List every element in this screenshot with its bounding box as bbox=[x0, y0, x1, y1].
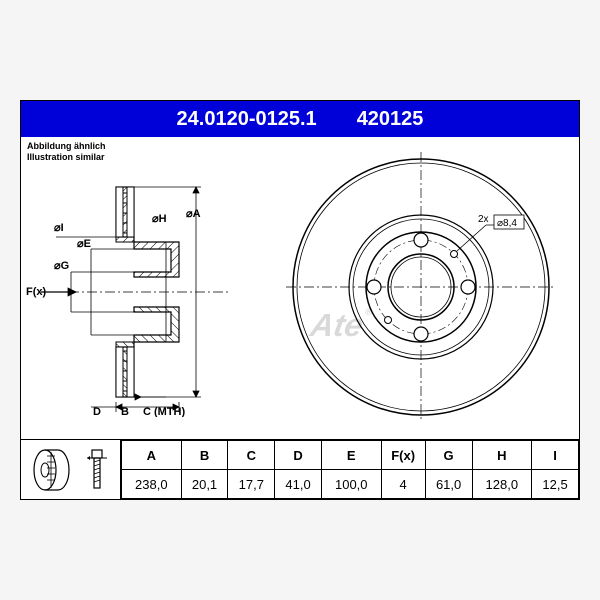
spec-header-row: ABCDEF(x)GHI bbox=[122, 441, 579, 470]
spec-value-row: 238,020,117,741,0100,0461,0128,012,5 bbox=[122, 470, 579, 499]
label-D: D bbox=[93, 406, 101, 417]
svg-text:⌀8,4: ⌀8,4 bbox=[497, 218, 517, 229]
centerlines bbox=[286, 152, 556, 422]
label-B: B bbox=[121, 406, 129, 417]
label-A: ⌀A bbox=[186, 208, 201, 220]
bolt-icon bbox=[83, 446, 111, 494]
side-section-view: ⌀I ⌀G ⌀E ⌀H ⌀A F(x) D B C (MTH) bbox=[21, 157, 241, 417]
label-E: ⌀E bbox=[77, 238, 91, 250]
label-I: ⌀I bbox=[54, 222, 64, 234]
spec-value-cell: 41,0 bbox=[275, 470, 322, 499]
spec-header-cell: B bbox=[181, 441, 228, 470]
section-lower bbox=[116, 307, 179, 397]
spec-value-cell: 4 bbox=[381, 470, 425, 499]
section-upper bbox=[116, 187, 179, 277]
spec-value-cell: 100,0 bbox=[321, 470, 381, 499]
technical-drawing-sheet: 24.0120-0125.1 420125 Abbildung ähnlich … bbox=[20, 100, 580, 500]
spec-row: ABCDEF(x)GHI 238,020,117,741,0100,0461,0… bbox=[21, 439, 579, 499]
label-C: C (MTH) bbox=[143, 406, 185, 417]
front-face-view: 2x ⌀8,4 bbox=[281, 147, 561, 427]
header-bar: 24.0120-0125.1 420125 bbox=[21, 101, 579, 137]
spec-value-cell: 238,0 bbox=[122, 470, 182, 499]
pin-dia-label: ⌀8,4 bbox=[494, 215, 524, 229]
spec-header-cell: F(x) bbox=[381, 441, 425, 470]
spec-value-cell: 128,0 bbox=[472, 470, 532, 499]
spec-value-cell: 12,5 bbox=[532, 470, 579, 499]
label-H: ⌀H bbox=[152, 213, 167, 225]
spec-table: ABCDEF(x)GHI 238,020,117,741,0100,0461,0… bbox=[121, 440, 579, 499]
front-view-svg: 2x ⌀8,4 bbox=[281, 147, 561, 427]
spec-header-cell: A bbox=[122, 441, 182, 470]
vented-disc-icon bbox=[30, 446, 72, 494]
watermark-logo: Ate® bbox=[308, 307, 373, 344]
spec-header-cell: D bbox=[275, 441, 322, 470]
spec-header-cell: G bbox=[425, 441, 472, 470]
spec-header-cell: E bbox=[321, 441, 381, 470]
spec-header-cell: I bbox=[532, 441, 579, 470]
short-code: 420125 bbox=[357, 108, 424, 131]
spec-value-cell: 61,0 bbox=[425, 470, 472, 499]
label-G: ⌀G bbox=[54, 260, 69, 272]
pin-count-label: 2x bbox=[478, 214, 489, 225]
label-Fx: F(x) bbox=[26, 286, 47, 298]
spec-header-cell: H bbox=[472, 441, 532, 470]
spec-header-cell: C bbox=[228, 441, 275, 470]
spec-value-cell: 17,7 bbox=[228, 470, 275, 499]
side-view-svg: ⌀I ⌀G ⌀E ⌀H ⌀A F(x) D B C (MTH) bbox=[21, 157, 241, 417]
spec-icons bbox=[21, 440, 121, 499]
drawing-area: ⌀I ⌀G ⌀E ⌀H ⌀A F(x) D B C (MTH) bbox=[21, 137, 579, 439]
part-number: 24.0120-0125.1 bbox=[177, 108, 317, 131]
spec-value-cell: 20,1 bbox=[181, 470, 228, 499]
